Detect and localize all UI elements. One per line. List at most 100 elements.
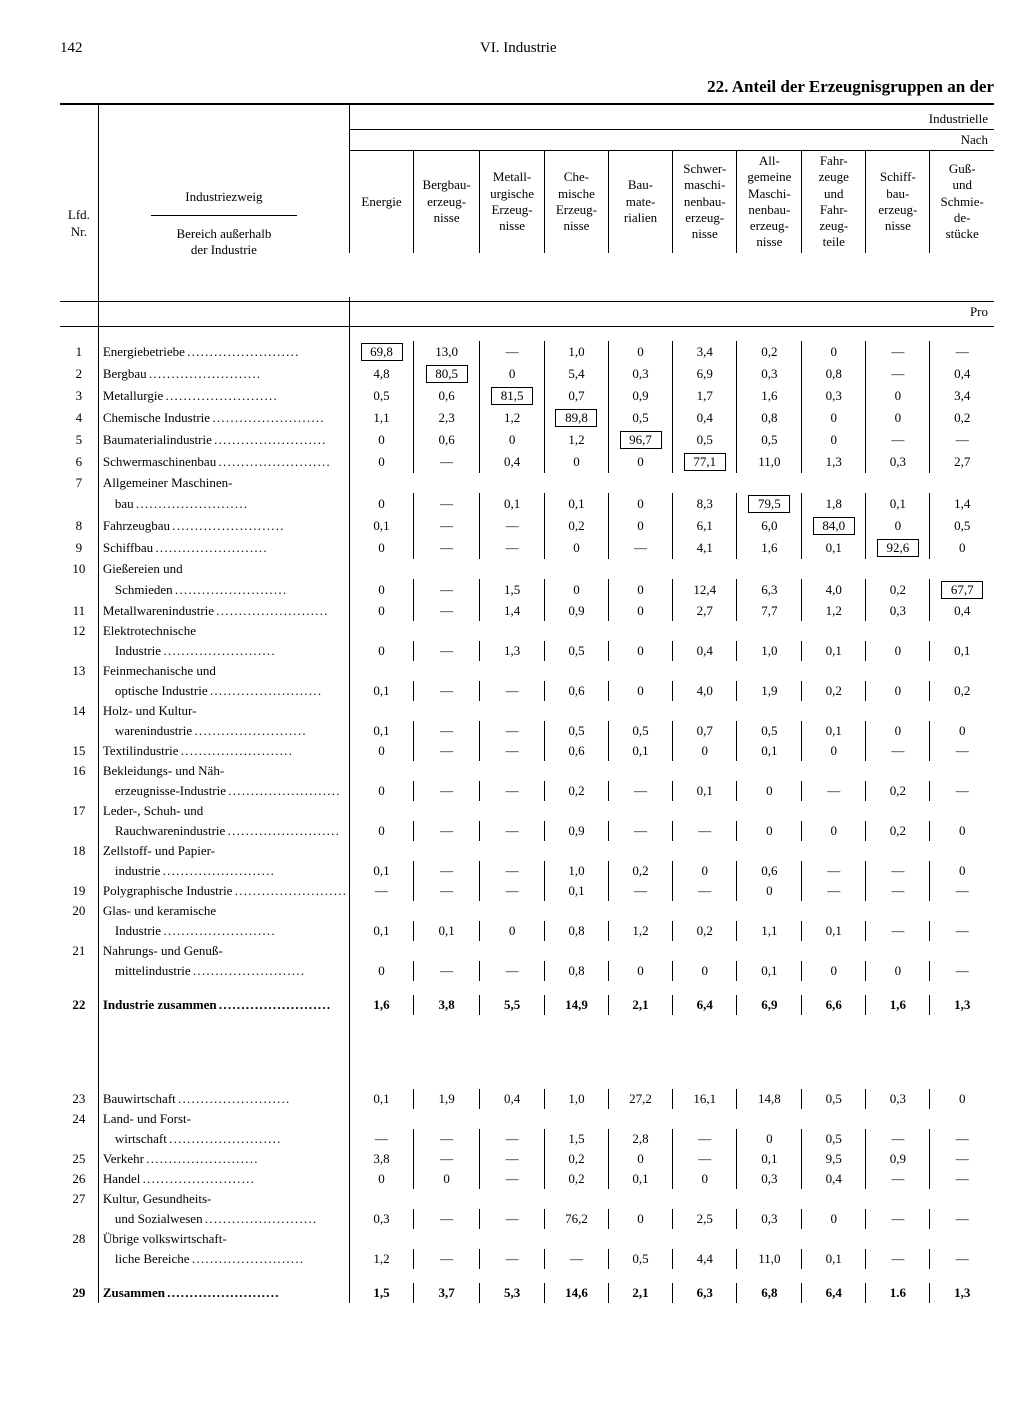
cell: 0 xyxy=(866,681,930,701)
cell: — xyxy=(866,429,930,451)
row-nr xyxy=(60,721,98,741)
cell: — xyxy=(414,537,480,559)
cell: — xyxy=(930,1129,994,1149)
cell: — xyxy=(414,961,480,981)
row-nr: 19 xyxy=(60,881,98,901)
col-h-8: Schiff- bau- erzeug- nisse xyxy=(866,151,930,253)
row-nr: 17 xyxy=(60,801,98,821)
col-branch: Industriezweig Bereich außerhalb der Ind… xyxy=(98,151,349,297)
row-name: Land- und Forst- xyxy=(98,1109,349,1129)
cell: — xyxy=(480,1209,545,1229)
row-name: Feinmechanische und xyxy=(98,661,349,681)
cell: — xyxy=(930,1249,994,1269)
row-name: Chemische Industrie xyxy=(98,407,349,429)
cell: 0 xyxy=(866,721,930,741)
cell: 16,1 xyxy=(673,1089,737,1109)
cell: 0,3 xyxy=(737,1209,802,1229)
cell: — xyxy=(480,781,545,801)
cell: 0 xyxy=(737,821,802,841)
cell: 6,6 xyxy=(802,995,866,1015)
branch-top: Industriezweig xyxy=(103,189,345,205)
row-nr: 7 xyxy=(60,473,98,493)
cell: — xyxy=(480,741,545,761)
cell: 14,6 xyxy=(544,1283,608,1303)
cell: 3,7 xyxy=(414,1283,480,1303)
cell: 0 xyxy=(802,1209,866,1229)
row-name: Schmieden xyxy=(98,579,349,601)
cell: 0,1 xyxy=(349,921,413,941)
row-name: Rauchwarenindustrie xyxy=(98,821,349,841)
cell: 0 xyxy=(802,741,866,761)
row-name: Bekleidungs- und Näh- xyxy=(98,761,349,781)
cell: 0 xyxy=(608,601,672,621)
cell: 0,2 xyxy=(866,579,930,601)
cell: 0,5 xyxy=(673,429,737,451)
table-row: 6Schwermaschinenbau0—0,40077,111,01,30,3… xyxy=(60,451,994,473)
row-nr xyxy=(60,1129,98,1149)
table-row: mittelindustrie0——0,8000,100— xyxy=(60,961,994,981)
cell: 0 xyxy=(930,861,994,881)
cell: 1,0 xyxy=(544,341,608,363)
col-h-7: Fahr- zeuge und Fahr- zeug- teile xyxy=(802,151,866,253)
row-nr xyxy=(60,641,98,661)
row-nr: 12 xyxy=(60,621,98,641)
cell: 14,8 xyxy=(737,1089,802,1109)
cell: 77,1 xyxy=(673,451,737,473)
cell: 1,4 xyxy=(480,601,545,621)
cell: — xyxy=(866,1169,930,1189)
cell: 0 xyxy=(544,537,608,559)
cell: 0 xyxy=(349,821,413,841)
cell: 1,6 xyxy=(349,995,413,1015)
cell: — xyxy=(866,861,930,881)
cell: 1,0 xyxy=(544,861,608,881)
cell: — xyxy=(480,537,545,559)
cell: 0,2 xyxy=(608,861,672,881)
row-name: warenindustrie xyxy=(98,721,349,741)
table-row: Rauchwarenindustrie0——0,9——000,20 xyxy=(60,821,994,841)
super-header-2: Nach xyxy=(349,130,994,151)
cell: 6,9 xyxy=(737,995,802,1015)
cell: 1,5 xyxy=(544,1129,608,1149)
table-row: Schmieden0—1,50012,46,34,00,267,7 xyxy=(60,579,994,601)
cell: 0 xyxy=(349,641,413,661)
cell: 0,5 xyxy=(737,429,802,451)
col-h-5: Schwer- maschi- nenbau- erzeug- nisse xyxy=(673,151,737,253)
cell: 0,1 xyxy=(930,641,994,661)
cell: 0,1 xyxy=(802,641,866,661)
cell: — xyxy=(480,1129,545,1149)
table-row: 24Land- und Forst- xyxy=(60,1109,994,1129)
row-name: und Sozialwesen xyxy=(98,1209,349,1229)
cell: — xyxy=(414,741,480,761)
table-row: und Sozialwesen0,3——76,202,50,30—— xyxy=(60,1209,994,1229)
cell: — xyxy=(930,961,994,981)
cell: — xyxy=(930,1169,994,1189)
cell: 0,9 xyxy=(866,1149,930,1169)
table-row: bau0—0,10,108,379,51,80,11,4 xyxy=(60,493,994,515)
cell: — xyxy=(608,881,672,901)
cell: 0 xyxy=(349,961,413,981)
cell: 1,6 xyxy=(737,385,802,407)
cell: 1,2 xyxy=(349,1249,413,1269)
cell: — xyxy=(480,881,545,901)
cell: 0,1 xyxy=(349,1089,413,1109)
cell: 0 xyxy=(349,493,413,515)
row-name: mittelindustrie xyxy=(98,961,349,981)
cell: — xyxy=(930,341,994,363)
cell: 0,1 xyxy=(608,1169,672,1189)
cell: 0,3 xyxy=(866,601,930,621)
cell: 3,8 xyxy=(349,1149,413,1169)
cell: 0 xyxy=(930,721,994,741)
table-row: warenindustrie0,1——0,50,50,70,50,100 xyxy=(60,721,994,741)
cell: 0,4 xyxy=(930,363,994,385)
row-name: Kultur, Gesundheits- xyxy=(98,1189,349,1209)
unit-label: Pro xyxy=(349,301,994,322)
cell: 0 xyxy=(802,821,866,841)
cell: 0,2 xyxy=(544,781,608,801)
statistical-table: Industrielle Nach Lfd. Nr. Industriezwei… xyxy=(60,103,994,1303)
cell: 0 xyxy=(608,961,672,981)
row-name: Zellstoff- und Papier- xyxy=(98,841,349,861)
cell: 0,1 xyxy=(349,681,413,701)
cell: 1,2 xyxy=(608,921,672,941)
cell: 0,6 xyxy=(414,385,480,407)
cell: — xyxy=(866,1209,930,1229)
